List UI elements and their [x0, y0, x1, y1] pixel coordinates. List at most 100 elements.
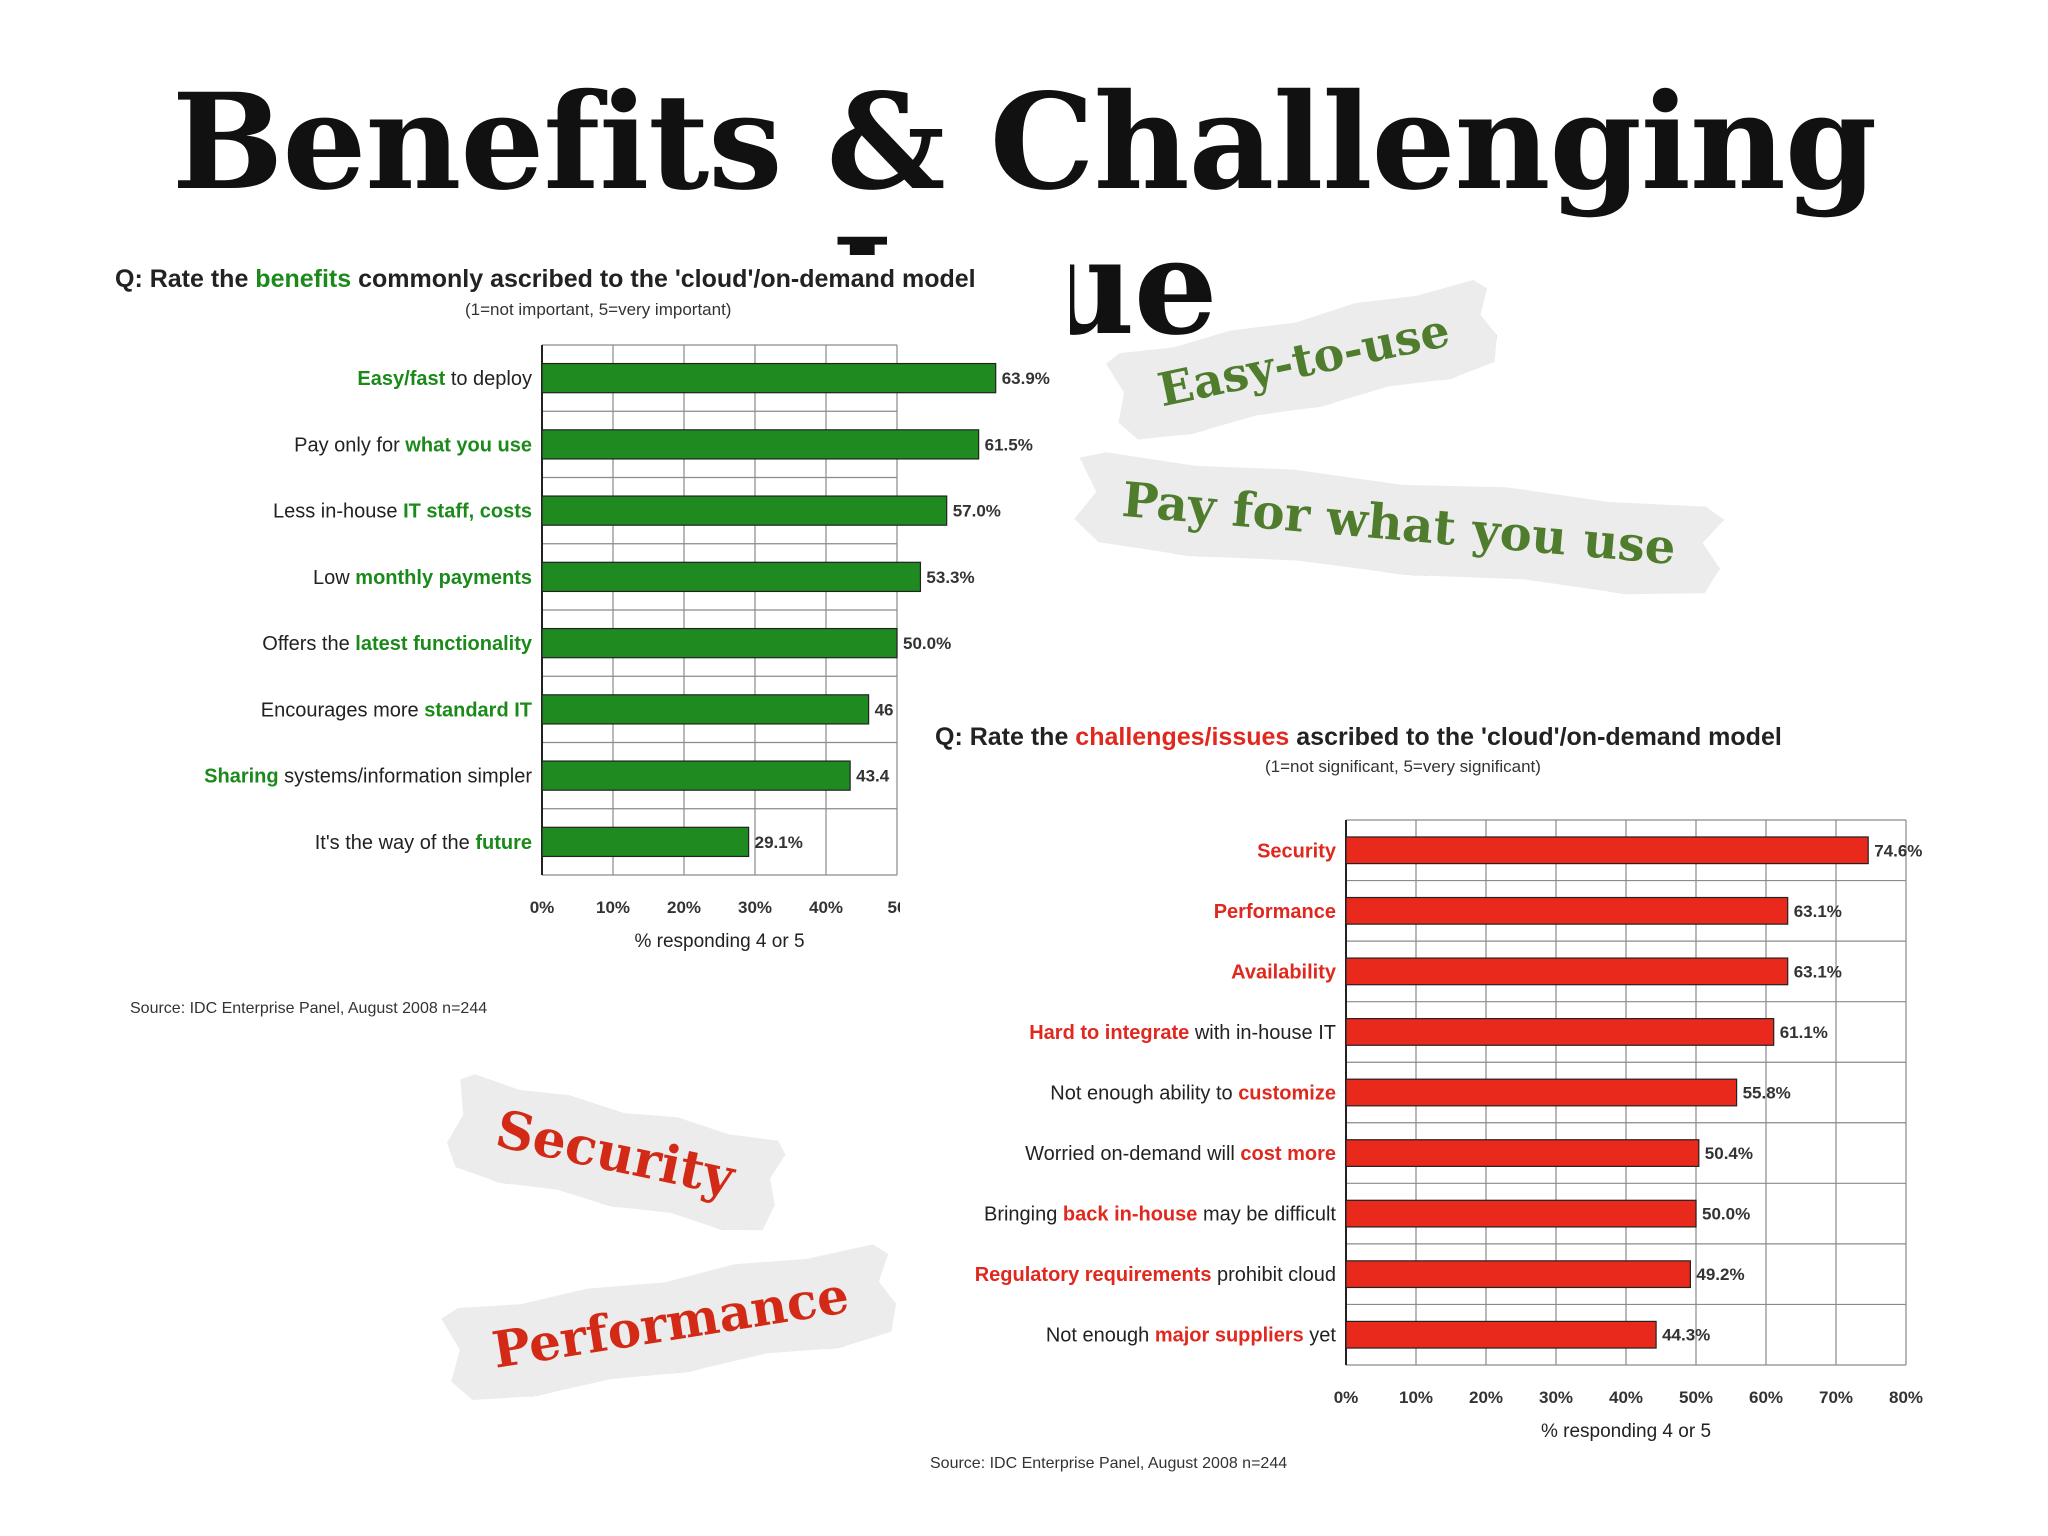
- challenges-category-label-part: Not enough: [1046, 1325, 1155, 1347]
- challenges-value-label: 55.8%: [1743, 1084, 1791, 1103]
- challenges-category-label: Hard to integrate with in-house IT: [1029, 1022, 1336, 1044]
- challenges-x-tick-label: 50%: [1679, 1388, 1713, 1407]
- challenges-x-tick-label: 30%: [1539, 1388, 1573, 1407]
- benefits-bar: [541, 429, 980, 460]
- benefits-x-tick-label: 0%: [530, 898, 555, 917]
- challenges-x-tick-label: 10%: [1399, 1388, 1433, 1407]
- challenges-category-label: Regulatory requirements prohibit cloud: [975, 1264, 1336, 1286]
- benefits-category-label-part: Easy/fast: [357, 368, 445, 390]
- challenges-bar: [1345, 957, 1789, 986]
- benefits-value-label: 29.1%: [755, 833, 803, 852]
- benefits-value-label: 50.0%: [903, 634, 951, 653]
- performance-tag: Performance: [440, 1240, 901, 1408]
- benefits-category-label: Easy/fast to deploy: [357, 368, 532, 390]
- challenges-question-highlight: challenges/issues: [1075, 723, 1290, 751]
- challenges-category-label: Security: [1257, 840, 1337, 862]
- benefits-x-tick-label: 20%: [667, 898, 701, 917]
- challenges-value-label: 63.1%: [1794, 902, 1842, 921]
- benefits-x-tick-label: 30%: [738, 898, 772, 917]
- benefits-category-label: Low monthly payments: [313, 567, 532, 589]
- benefits-category-label: Encourages more standard IT: [261, 699, 532, 721]
- benefits-question: Q: Rate the benefits commonly ascribed t…: [115, 265, 976, 294]
- challenges-value-label: 50.4%: [1705, 1144, 1753, 1163]
- benefits-value-label: 43.4: [856, 767, 890, 786]
- challenges-bar: [1345, 896, 1789, 925]
- challenges-category-label-part: Hard to integrate: [1029, 1022, 1189, 1044]
- benefits-bar: [541, 760, 851, 791]
- challenges-bar-chart: 0% 10% 20% 30% 40% 50% 60% 70% 80% 74.6% Security 6…: [975, 819, 1923, 1442]
- benefits-category-label-part: to deploy: [445, 368, 532, 390]
- challenges-x-tick-label: 70%: [1819, 1388, 1853, 1407]
- challenges-category-label-part: yet: [1304, 1325, 1337, 1347]
- challenges-x-tick-label: 0%: [1334, 1388, 1359, 1407]
- challenges-value-label: 49.2%: [1696, 1265, 1744, 1284]
- challenges-x-tick-label: 60%: [1749, 1388, 1783, 1407]
- challenges-category-label: Not enough major suppliers yet: [1046, 1325, 1337, 1347]
- benefits-bar: [541, 627, 898, 659]
- challenges-category-label-part: Bringing: [984, 1204, 1063, 1226]
- challenges-plot: 0% 10% 20% 30% 40% 50% 60% 70% 80% 74.6% Security 6…: [975, 819, 1923, 1442]
- challenges-category-label-part: prohibit cloud: [1211, 1264, 1336, 1286]
- challenges-bar: [1345, 1139, 1700, 1167]
- benefits-category-label-part: monthly payments: [355, 567, 532, 589]
- benefits-category-label: It's the way of the future: [315, 832, 532, 854]
- benefits-category-label-part: Offers the: [262, 633, 355, 655]
- challenges-x-tick-label: 20%: [1469, 1388, 1503, 1407]
- challenges-category-label-part: Worried on-demand will: [1025, 1143, 1240, 1165]
- benefits-value-label: 53.3%: [926, 568, 974, 587]
- benefits-value-label: 61.5%: [985, 435, 1033, 454]
- benefits-bar: [541, 561, 922, 593]
- challenges-subtitle: (1=not significant, 5=very significant): [1265, 757, 1541, 776]
- benefits-question-suffix: commonly ascribed to the 'cloud'/on-dema…: [351, 265, 976, 293]
- challenges-bar: [1345, 1199, 1697, 1228]
- benefits-x-tick-label: 40%: [809, 898, 843, 917]
- challenges-chart-panel: Q: Rate the challenges/issues ascribed t…: [900, 705, 1980, 1495]
- benefits-value-label: 57.0%: [953, 502, 1001, 521]
- pay-for-what-you-use-tag: Pay for what you use: [1072, 450, 1725, 602]
- benefits-category-label-part: Pay only for: [294, 434, 405, 456]
- security-tag: Security: [441, 1071, 788, 1239]
- challenges-category-label-part: may be difficult: [1197, 1204, 1336, 1226]
- challenges-category-label-part: Not enough ability to: [1050, 1083, 1238, 1105]
- challenges-category-label: Not enough ability to customize: [1050, 1083, 1336, 1105]
- challenges-bar: [1345, 836, 1869, 865]
- challenges-category-label-part: with in-house IT: [1189, 1022, 1336, 1044]
- benefits-category-label-part: IT staff, costs: [403, 501, 532, 523]
- challenges-category-label-part: cost more: [1240, 1143, 1336, 1165]
- challenges-x-axis-title: % responding 4 or 5: [1541, 1421, 1711, 1442]
- challenges-value-label: 50.0%: [1702, 1205, 1750, 1224]
- challenges-value-label: 63.1%: [1794, 962, 1842, 981]
- challenges-category-label-part: Performance: [1214, 901, 1336, 923]
- benefits-category-label-part: Sharing: [204, 766, 278, 788]
- challenges-question-prefix: Q: Rate the: [935, 723, 1076, 751]
- benefits-subtitle: (1=not important, 5=very important): [465, 300, 732, 319]
- benefits-category-label: Offers the latest functionality: [262, 633, 533, 655]
- benefits-x-axis-title: % responding 4 or 5: [634, 931, 804, 952]
- challenges-value-label: 61.1%: [1780, 1023, 1828, 1042]
- challenges-category-label: Availability: [1231, 961, 1337, 983]
- challenges-bar: [1345, 1320, 1657, 1349]
- benefits-category-label-part: systems/information simpler: [279, 766, 533, 788]
- challenges-category-label-part: major suppliers: [1155, 1325, 1304, 1347]
- challenges-question-suffix: ascribed to the 'cloud'/on-demand model: [1289, 723, 1782, 751]
- benefits-category-label: Less in-house IT staff, costs: [273, 501, 532, 523]
- challenges-category-label-part: Regulatory requirements: [975, 1264, 1212, 1286]
- benefits-bar: [541, 362, 997, 394]
- challenges-bar: [1345, 1260, 1691, 1289]
- benefits-question-prefix: Q: Rate the: [115, 265, 256, 293]
- challenges-source: Source: IDC Enterprise Panel, August 200…: [930, 1455, 1288, 1472]
- benefits-category-label-part: standard IT: [424, 699, 532, 721]
- benefits-question-highlight: benefits: [255, 265, 352, 293]
- challenges-bar: [1345, 1018, 1775, 1046]
- challenges-value-label: 74.6%: [1874, 841, 1922, 860]
- challenges-category-label-part: Availability: [1231, 961, 1337, 983]
- benefits-category-label-part: Encourages more: [261, 699, 424, 721]
- challenges-x-tick-label: 80%: [1889, 1388, 1923, 1407]
- challenges-category-label-part: customize: [1238, 1083, 1336, 1105]
- challenges-bar: [1345, 1078, 1738, 1107]
- benefits-category-label: Pay only for what you use: [294, 434, 532, 456]
- challenges-value-label: 44.3%: [1662, 1326, 1710, 1345]
- benefits-category-label: Sharing systems/information simpler: [204, 766, 532, 788]
